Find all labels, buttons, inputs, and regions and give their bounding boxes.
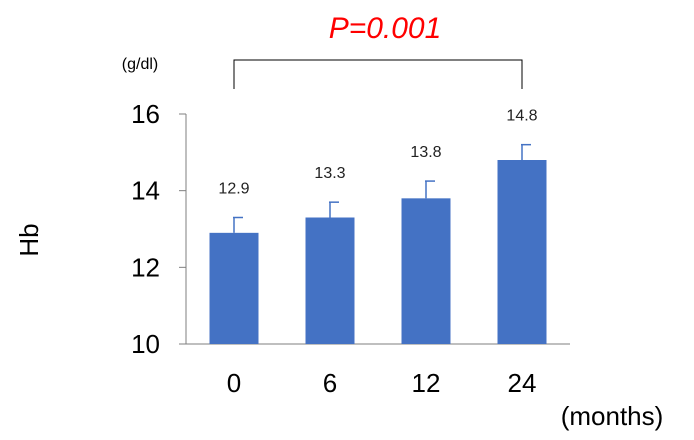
bar bbox=[305, 217, 355, 344]
y-tick-label: 10 bbox=[131, 329, 160, 359]
y-tick-labels: 10 12 14 16 bbox=[131, 99, 160, 359]
x-tick-label: 12 bbox=[412, 368, 441, 398]
y-axis bbox=[179, 113, 187, 345]
x-unit-label: (months) bbox=[561, 401, 664, 431]
data-label: 13.8 bbox=[410, 144, 441, 161]
error-bars bbox=[233, 143, 531, 233]
data-labels: 12.9 13.3 13.8 14.8 bbox=[218, 108, 537, 198]
x-tick-label: 24 bbox=[508, 368, 537, 398]
bar bbox=[497, 160, 547, 344]
data-label: 12.9 bbox=[218, 181, 249, 198]
x-tick-labels: 0 6 12 24 bbox=[227, 368, 537, 398]
data-label: 13.3 bbox=[314, 165, 345, 182]
y-unit-label: (g/dl) bbox=[122, 56, 158, 73]
y-tick-label: 16 bbox=[131, 99, 160, 129]
bracket-line bbox=[233, 59, 523, 89]
significance-bracket bbox=[233, 59, 523, 89]
bars bbox=[209, 160, 547, 344]
p-value-annotation: P=0.001 bbox=[329, 12, 442, 45]
bar bbox=[209, 232, 259, 344]
x-tick-label: 0 bbox=[227, 368, 241, 398]
y-tick-label: 12 bbox=[131, 252, 160, 282]
data-label: 14.8 bbox=[506, 108, 537, 125]
x-tick-label: 6 bbox=[323, 368, 337, 398]
y-axis-label: Hb bbox=[14, 223, 44, 256]
bar bbox=[401, 198, 451, 344]
y-tick-label: 14 bbox=[131, 176, 160, 206]
